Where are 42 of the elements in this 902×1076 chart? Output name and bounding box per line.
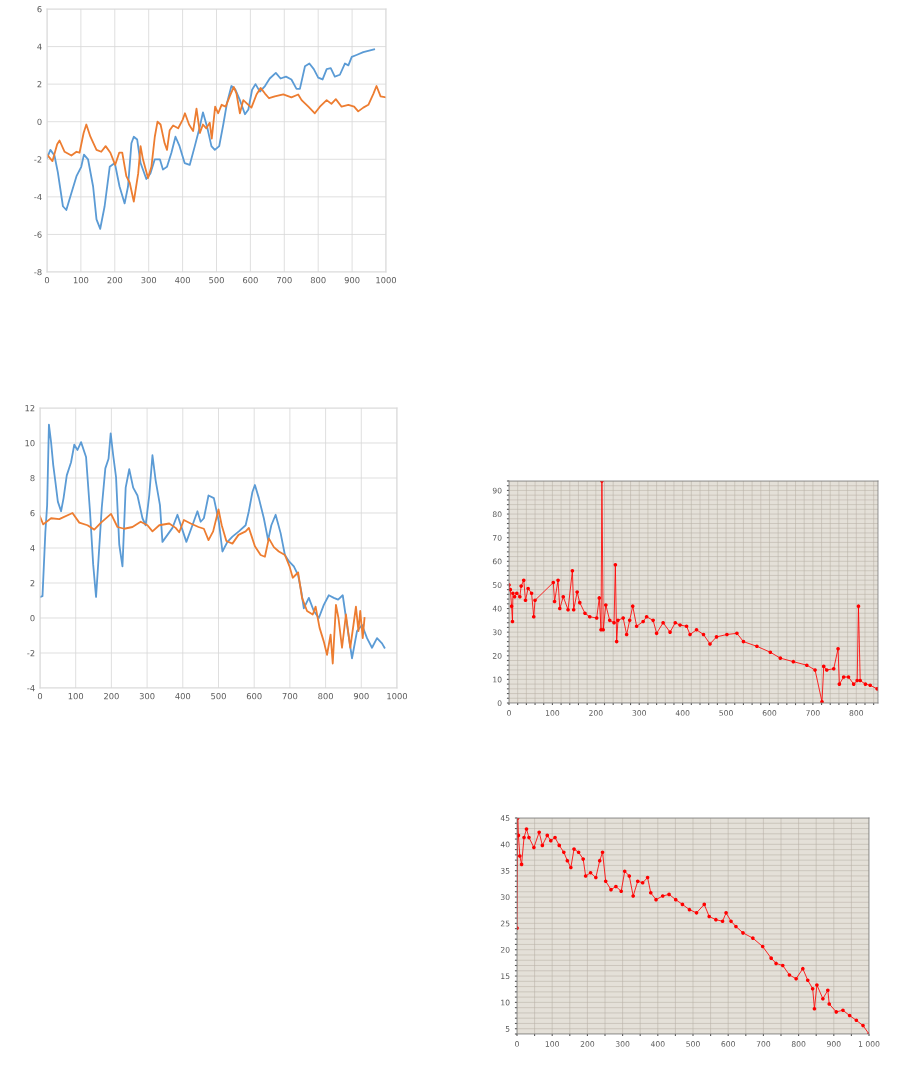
x-tick-label: 600: [246, 693, 262, 700]
y-tick-label: 4: [37, 43, 42, 50]
x-tick-label: 1000: [376, 277, 397, 284]
y-tick-label: -2: [34, 156, 42, 163]
y-tick-label: 2: [37, 81, 42, 88]
y-tick-label: 0: [30, 614, 35, 622]
y-tick-label: 8: [30, 474, 35, 482]
x-tick-label: 800: [318, 693, 333, 700]
x-tick-label: 400: [175, 693, 191, 700]
line-series: [40, 508, 366, 665]
x-tick-label: 400: [175, 277, 190, 284]
x-tick-label: 1000: [387, 693, 408, 700]
y-tick-label: -4: [34, 193, 42, 201]
x-tick-label: 300: [139, 693, 155, 700]
y-tick-label: 12: [25, 404, 35, 412]
x-tick-label: 600: [243, 277, 258, 284]
y-tick-label: -4: [27, 685, 35, 692]
x-tick-label: 500: [209, 277, 224, 284]
x-tick-label: 200: [104, 693, 119, 700]
x-tick-label: 700: [282, 693, 298, 700]
y-tick-label: -6: [34, 231, 42, 238]
y-tick-label: 4: [30, 545, 35, 552]
x-tick-label: 800: [310, 277, 326, 284]
y-tick-label: -2: [27, 649, 35, 657]
x-tick-label: 700: [277, 277, 292, 284]
y-tick-label: 2: [30, 579, 35, 587]
line-series: [47, 48, 376, 230]
line-series: [47, 85, 386, 203]
x-tick-label: 0: [44, 277, 50, 284]
y-tick-label: 10: [25, 439, 35, 447]
y-tick-label: 6: [37, 5, 42, 13]
x-tick-label: 500: [211, 693, 226, 700]
x-tick-label: 900: [353, 693, 369, 700]
y-tick-label: 6: [30, 509, 35, 517]
y-tick-label: 0: [37, 118, 42, 125]
line-series: [40, 423, 386, 660]
x-tick-label: 100: [68, 693, 84, 700]
x-tick-label: 300: [141, 277, 157, 284]
x-tick-label: 100: [73, 277, 89, 284]
y-tick-label: -8: [34, 268, 42, 276]
x-tick-label: 200: [107, 277, 123, 284]
x-tick-label: 900: [344, 277, 360, 284]
